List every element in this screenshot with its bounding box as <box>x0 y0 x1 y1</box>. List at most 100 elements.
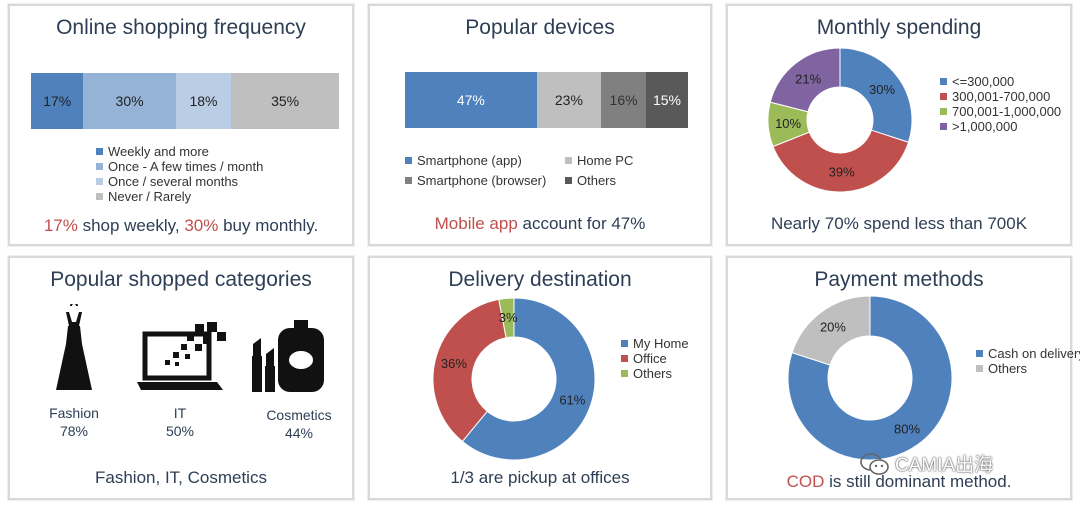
caption-text-1: shop weekly, <box>77 216 185 235</box>
bar-segment-once-a-few-times-month: 30% <box>83 73 176 129</box>
category-value: 44% <box>284 425 314 441</box>
legend-item-700-001-1-000-000: 700,001-1,000,000 <box>940 104 1061 119</box>
donut-slice-others <box>791 295 871 366</box>
bar-segment-weekly-and-more: 17% <box>31 73 84 129</box>
devices-stacked-bar: 47% 23% 16% 15% <box>405 72 688 128</box>
legend-swatch <box>405 157 412 164</box>
spending-donut-chart: 30% 39% 10% 21% <box>767 47 913 193</box>
legend-swatch <box>621 340 628 347</box>
legend-item-others: Others <box>976 361 1080 376</box>
frequency-caption: 17% shop weekly, 30% buy monthly. <box>10 216 352 236</box>
legend-label: Office <box>633 351 667 366</box>
legend-label: 700,001-1,000,000 <box>952 104 1062 119</box>
category-value: 50% <box>165 423 195 439</box>
panel-title: Popular shopped categories <box>50 268 312 291</box>
bar-data-label: 15% <box>652 92 681 108</box>
legend-label: Others <box>577 173 617 188</box>
legend-item-smartphone-app: Smartphone (app) <box>405 153 565 168</box>
legend-item-smartphone-browser: Smartphone (browser) <box>405 173 565 188</box>
legend-label: Home PC <box>577 153 634 168</box>
devices-legend: Smartphone (app) Home PC Smartphone (brows… <box>405 153 715 188</box>
payment-donut-chart: 80% 20% <box>787 295 953 461</box>
legend-swatch <box>976 350 983 357</box>
legend-item-weekly-and-more: Weekly and more <box>96 144 263 159</box>
panel-shopped-categories: Popular shopped categories Fashion 78% I… <box>8 256 354 500</box>
spending-caption: Nearly 70% spend less than 700K <box>770 214 1028 233</box>
legend-swatch <box>96 193 103 200</box>
legend-label: Once - A few times / month <box>108 159 264 174</box>
caption-text: is still dominant method. <box>824 472 1012 491</box>
bar-segment-others: 15% <box>645 72 688 128</box>
panel-title: Online shopping frequency <box>56 16 306 39</box>
legend-label: Weekly and more <box>108 144 209 159</box>
frequency-stacked-bar: 17% 30% 18% 35% <box>31 73 339 129</box>
laptop-icon <box>137 322 226 390</box>
bar-segment-smartphone-app: 47% <box>405 72 537 128</box>
legend-label: Never / Rarely <box>108 189 192 204</box>
devices-caption: Mobile app account for 47% <box>370 214 710 234</box>
legend-item-once-several-months: Once / several months <box>96 174 263 189</box>
bar-data-label: 47% <box>456 92 485 108</box>
legend-swatch <box>976 365 983 372</box>
slice-data-label: 39% <box>829 165 855 180</box>
slice-data-label: 30% <box>869 82 895 97</box>
legend-swatch <box>940 108 947 115</box>
legend-label: <=300,000 <box>952 74 1015 89</box>
legend-item-others: Others <box>621 366 689 381</box>
legend-label: >1,000,000 <box>952 119 1018 134</box>
slice-data-label: 36% <box>441 356 467 371</box>
legend-item-300-000: <=300,000 <box>940 74 1061 89</box>
caption-text-2: buy monthly. <box>218 216 319 235</box>
category-cosmetics: Cosmetics 44% <box>255 406 343 442</box>
payment-caption: COD is still dominant method. <box>728 472 1070 492</box>
panel-delivery-destination: Delivery destination 61% 36% 3% My Home Off… <box>368 256 712 500</box>
panel-shopping-frequency: Online shopping frequency 17% 30% 18% 35% W… <box>8 4 354 246</box>
legend-item-once-a-few-times-month: Once - A few times / month <box>96 159 263 174</box>
legend-swatch <box>940 78 947 85</box>
donut-slice-others <box>498 297 515 339</box>
delivery-caption: 1/3 are pickup at offices <box>450 468 630 487</box>
legend-swatch <box>621 370 628 377</box>
donut-slice-cash-on-delivery <box>787 295 953 461</box>
legend-label: Once / several months <box>108 174 239 189</box>
legend-item-cash-on-delivery: Cash on delivery <box>976 346 1080 361</box>
slice-data-label: 21% <box>795 71 821 86</box>
category-fashion: Fashion 78% <box>34 404 114 440</box>
delivery-legend: My Home Office Others <box>621 336 689 381</box>
legend-swatch <box>96 178 103 185</box>
caption-weekly-pct: 17% <box>43 216 78 235</box>
caption-text: account for 47% <box>517 214 646 233</box>
slice-data-label: 80% <box>894 422 920 437</box>
bar-segment-never-rarely: 35% <box>231 73 339 129</box>
donut-slice-my-home <box>461 297 596 461</box>
slice-data-label: 20% <box>820 320 846 335</box>
categories-caption: Fashion, IT, Cosmetics <box>95 468 267 487</box>
bar-data-label: 23% <box>554 92 583 108</box>
panel-title: Delivery destination <box>448 268 632 291</box>
legend-item-office: Office <box>621 351 689 366</box>
bar-segment-home-pc: 23% <box>536 72 602 128</box>
category-name: IT <box>173 405 187 421</box>
bar-data-label: 18% <box>189 93 218 109</box>
caption-monthly-pct: 30% <box>184 216 219 235</box>
caption-cod: COD <box>786 472 825 491</box>
panel-title: Payment methods <box>814 268 984 291</box>
bar-data-label: 16% <box>609 92 638 108</box>
bar-data-label: 30% <box>115 93 144 109</box>
legend-swatch <box>405 177 412 184</box>
legend-item-never-rarely: Never / Rarely <box>96 189 263 204</box>
donut-slice-300-000 <box>839 47 913 143</box>
delivery-donut-chart: 61% 36% 3% <box>432 297 596 461</box>
category-it: IT 50% <box>140 404 220 440</box>
donut-slice-1-000-000 <box>769 47 841 113</box>
legend-label: My Home <box>633 336 689 351</box>
legend-item-300-001-700-000: 300,001-700,000 <box>940 89 1061 104</box>
panel-popular-devices: Popular devices 47% 23% 16% 15% Smartphone … <box>368 4 712 246</box>
slice-data-label: 61% <box>559 393 585 408</box>
dress-icon <box>56 304 92 390</box>
legend-label: Others <box>633 366 673 381</box>
legend-item-others: Others <box>565 173 715 188</box>
slice-data-label: 10% <box>775 116 801 131</box>
legend-swatch <box>565 177 572 184</box>
bar-data-label: 17% <box>43 93 72 109</box>
